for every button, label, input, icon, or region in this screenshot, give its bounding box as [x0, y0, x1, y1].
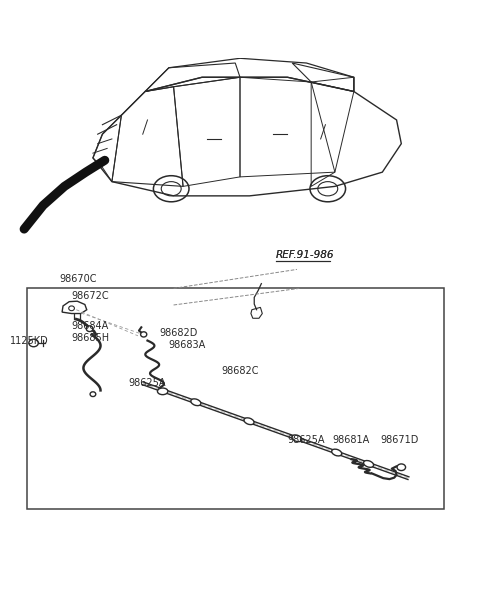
Text: 98625A: 98625A — [129, 378, 166, 388]
Text: 98625A: 98625A — [288, 435, 325, 445]
Text: 98683A: 98683A — [169, 340, 206, 350]
Ellipse shape — [363, 460, 373, 467]
Ellipse shape — [90, 392, 96, 397]
Text: 98671D: 98671D — [380, 435, 419, 445]
Text: 98682C: 98682C — [221, 366, 259, 376]
Text: 98672C: 98672C — [72, 291, 109, 301]
Ellipse shape — [244, 418, 254, 424]
Ellipse shape — [332, 449, 342, 456]
Bar — [26, 288, 444, 509]
Ellipse shape — [157, 388, 168, 395]
Ellipse shape — [292, 435, 302, 441]
Text: 1125KD: 1125KD — [10, 336, 48, 346]
Ellipse shape — [141, 332, 147, 337]
Text: 98681A: 98681A — [333, 435, 370, 445]
Text: 98682D: 98682D — [159, 329, 198, 339]
Text: REF.91-986: REF.91-986 — [276, 250, 334, 260]
Ellipse shape — [191, 399, 201, 405]
Text: 98670C: 98670C — [60, 274, 97, 284]
Ellipse shape — [86, 326, 93, 332]
Text: 98685H: 98685H — [72, 333, 110, 343]
Ellipse shape — [397, 464, 406, 470]
Text: 98684A: 98684A — [72, 322, 109, 332]
Text: REF.91-986: REF.91-986 — [276, 250, 334, 260]
